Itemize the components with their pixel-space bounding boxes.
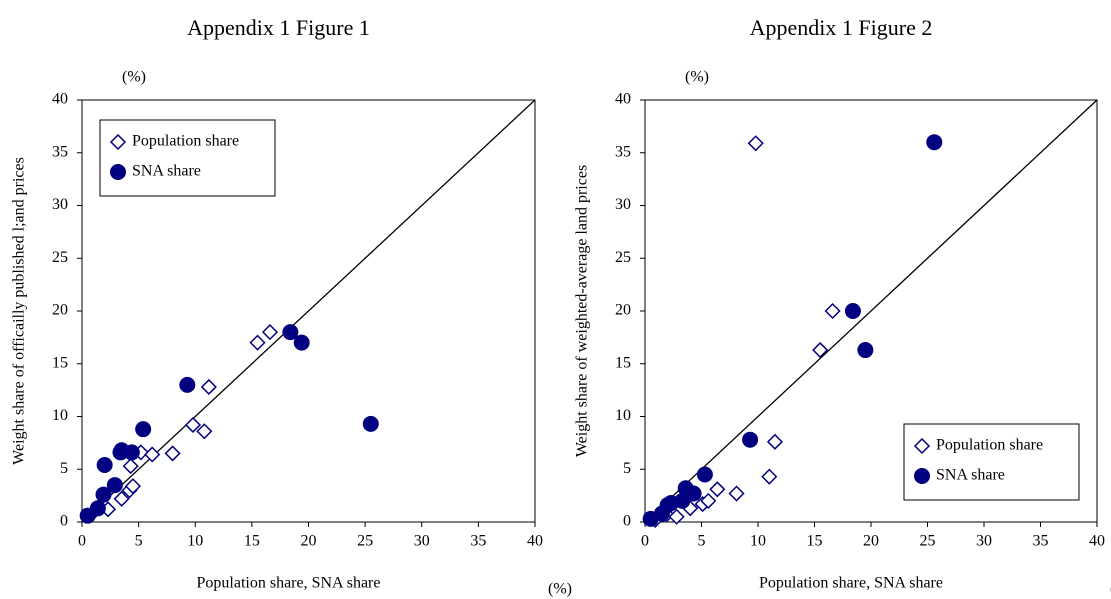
legend-marker xyxy=(110,164,126,180)
y-tick-label: 25 xyxy=(615,249,631,266)
point xyxy=(123,444,140,461)
y-tick-label: 25 xyxy=(52,249,68,266)
y-tick-label: 0 xyxy=(60,513,68,530)
point xyxy=(122,458,139,475)
x-tick-label: 0 xyxy=(641,533,649,550)
point xyxy=(184,416,202,434)
legend-marker xyxy=(109,133,127,151)
point xyxy=(747,135,764,152)
y-tick-label: 15 xyxy=(615,354,631,371)
point xyxy=(135,421,152,438)
point xyxy=(812,341,829,359)
y-unit-label: (%) xyxy=(122,69,146,86)
y-tick-label: 5 xyxy=(60,460,68,477)
point xyxy=(95,486,112,503)
diagonal-line xyxy=(644,99,1098,523)
point xyxy=(293,334,310,351)
point xyxy=(89,500,106,517)
point xyxy=(709,481,726,498)
x-tick-label: 15 xyxy=(244,533,260,550)
x-tick-label: 15 xyxy=(807,533,823,550)
y-axis-label: Weight share of weighted-average land pr… xyxy=(574,165,591,457)
y-tick-label: 35 xyxy=(615,143,631,160)
point xyxy=(761,468,778,485)
x-tick-label: 20 xyxy=(863,533,879,550)
legend-label: Population share xyxy=(936,437,1043,454)
point xyxy=(106,477,123,494)
legend-marker xyxy=(913,437,931,455)
x-tick-label: 25 xyxy=(920,533,936,550)
point xyxy=(857,342,874,359)
point xyxy=(124,478,142,495)
point xyxy=(282,324,299,341)
legend-label: SNA share xyxy=(132,163,201,180)
x-tick-label: 30 xyxy=(976,533,992,550)
point xyxy=(249,334,266,351)
chart-title: Appendix 1 Figure 2 xyxy=(750,15,933,40)
point xyxy=(685,485,702,502)
point xyxy=(164,445,181,462)
legend-box xyxy=(99,119,276,197)
point xyxy=(261,324,279,341)
point xyxy=(700,492,717,509)
point xyxy=(144,446,161,463)
y-tick-label: 20 xyxy=(615,302,631,319)
x-axis-label: Population share, SNA share xyxy=(759,575,943,592)
y-tick-label: 40 xyxy=(52,91,68,108)
y-tick-label: 35 xyxy=(52,143,68,160)
y-tick-label: 40 xyxy=(615,91,631,108)
x-tick-label: 5 xyxy=(135,533,143,550)
x-tick-label: 40 xyxy=(1089,533,1105,550)
point xyxy=(728,485,745,502)
y-tick-label: 30 xyxy=(52,196,68,213)
point xyxy=(196,423,213,440)
point xyxy=(926,134,943,151)
point xyxy=(742,431,759,448)
point xyxy=(766,433,784,450)
y-axis-label: Weight share of officailly published l;a… xyxy=(11,157,28,465)
point xyxy=(362,415,379,432)
y-unit-label: (%) xyxy=(685,69,709,86)
chart-title: Appendix 1 Figure 1 xyxy=(187,15,370,40)
point xyxy=(844,303,861,319)
legend-label: SNA share xyxy=(936,467,1005,484)
x-tick-label: 0 xyxy=(78,533,86,550)
point xyxy=(113,490,130,507)
y-tick-label: 15 xyxy=(52,354,68,371)
x-tick-label: 10 xyxy=(187,533,203,550)
x-tick-label: 25 xyxy=(357,533,373,550)
x-tick-label: 30 xyxy=(414,533,430,550)
x-tick-label: 5 xyxy=(698,533,706,550)
x-tick-label: 10 xyxy=(750,533,766,550)
y-tick-label: 30 xyxy=(615,196,631,213)
y-tick-label: 5 xyxy=(623,460,631,477)
legend-marker xyxy=(914,468,930,484)
y-tick-label: 10 xyxy=(52,407,68,424)
y-tick-label: 10 xyxy=(615,407,631,424)
x-axis-label: Population share, SNA share xyxy=(197,575,381,592)
x-tick-label: 20 xyxy=(301,533,317,550)
diagonal-line xyxy=(81,99,536,523)
point xyxy=(824,302,841,320)
point xyxy=(200,378,217,396)
point xyxy=(668,508,685,525)
point xyxy=(96,457,113,474)
legend-label: Population share xyxy=(132,133,239,150)
y-tick-label: 20 xyxy=(52,302,68,319)
x-unit-label: (%) xyxy=(548,581,572,598)
point xyxy=(696,466,713,483)
x-tick-label: 40 xyxy=(527,533,543,550)
x-tick-label: 35 xyxy=(470,533,486,550)
x-tick-label: 35 xyxy=(1033,533,1049,550)
y-tick-label: 0 xyxy=(623,513,631,530)
point xyxy=(179,376,196,393)
point xyxy=(674,492,691,509)
legend-box xyxy=(903,423,1080,501)
